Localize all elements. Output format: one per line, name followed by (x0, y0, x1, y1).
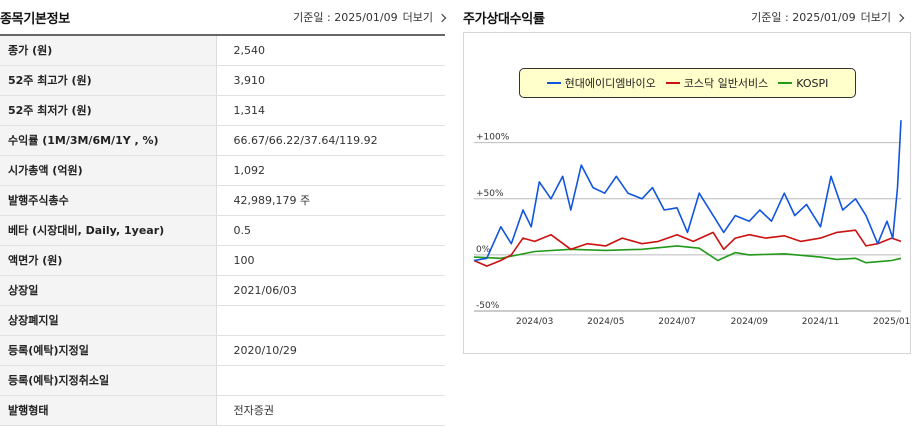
y-tick-label: 0% (476, 245, 491, 255)
info-row-value: 66.67/66.22/37.64/119.92 (216, 125, 445, 156)
legend-label: KOSPI (796, 76, 829, 90)
series-line-2 (473, 245, 902, 264)
info-row: 베타 (시장대비, Daily, 1year) 0.5 (0, 215, 445, 246)
info-row: 시가총액 (억원) 1,092 (0, 155, 445, 186)
info-row-label: 52주 최저가 (원) (0, 95, 217, 126)
x-tick-label: 2025/01 (873, 317, 910, 327)
basic-info-title: 종목기본정보 (0, 11, 70, 27)
info-row: 수익률 (1M/3M/6M/1Y , %) 66.67/66.22/37.64/1… (0, 125, 445, 156)
x-tick-label: 2024/11 (802, 317, 839, 327)
info-row-label: 수익률 (1M/3M/6M/1Y , %) (0, 125, 217, 156)
info-row: 종가 (원) 2,540 (0, 35, 445, 66)
info-row-value (216, 365, 445, 396)
info-row-value: 1,092 (216, 155, 445, 186)
basic-info-table: 종가 (원) 2,540 52주 최고가 (원) 3,910 52주 최저가 (원) 1,… (0, 34, 445, 426)
basic-info-header: 종목기본정보 기준일 : 2025/01/09 더보기 (0, 0, 447, 34)
info-row: 52주 최저가 (원) 1,314 (0, 95, 445, 126)
info-row: 52주 최고가 (원) 3,910 (0, 65, 445, 96)
chart-legend: 현대에이디엠바이오 코스닥 일반서비스 KOSPI (519, 68, 856, 98)
info-row: 상장일 2021/06/03 (0, 275, 445, 306)
info-row-label: 상장폐지일 (0, 305, 217, 336)
legend-entry: 현대에이디엠바이오 (546, 75, 656, 91)
legend-swatch (778, 82, 793, 84)
info-row-value (216, 305, 445, 336)
chart-canvas: +100% +50% 0% -50% 2024/03 2024/05 2024/07 2024… (473, 120, 910, 327)
info-row-value: 2020/10/29 (216, 335, 445, 366)
info-row: 등록(예탁)지정일 2020/10/29 (0, 335, 445, 366)
info-row-label: 액면가 (원) (0, 245, 217, 276)
info-row: 등록(예탁)지정취소일 (0, 365, 445, 396)
info-row-value: 42,989,179 주 (216, 185, 445, 216)
x-tick-label: 2024/03 (516, 317, 553, 327)
relative-return-header: 주가상대수익률 기준일 : 2025/01/09 더보기 (463, 0, 905, 34)
info-row-label: 52주 최고가 (원) (0, 65, 217, 96)
x-tick-label: 2024/07 (658, 317, 695, 327)
x-tick-label: 2024/05 (587, 317, 624, 327)
info-row: 발행형태 전자증권 (0, 395, 445, 426)
legend-label: 코스닥 일반서비스 (683, 77, 769, 90)
info-row: 상장폐지일 (0, 305, 445, 336)
legend-label: 현대에이디엠바이오 (564, 77, 656, 90)
relative-return-more-link[interactable]: 기준일 : 2025/01/09 더보기 (751, 9, 905, 25)
legend-swatch (665, 82, 680, 84)
relative-return-more-label: 더보기 (860, 11, 891, 24)
info-row-value: 전자증권 (216, 395, 445, 426)
info-row-label: 시가총액 (억원) (0, 155, 217, 186)
chevron-right-icon (895, 13, 905, 22)
info-row-value: 100 (216, 245, 445, 276)
legend-entry: 코스닥 일반서비스 (665, 75, 769, 91)
basic-info-more-link[interactable]: 기준일 : 2025/01/09 더보기 (293, 9, 447, 25)
info-row: 발행주식총수 42,989,179 주 (0, 185, 445, 216)
legend-entry: KOSPI (778, 77, 828, 90)
x-tick-label: 2024/09 (731, 317, 769, 327)
info-row-label: 베타 (시장대비, Daily, 1year) (0, 215, 217, 246)
basic-info-more-label: 더보기 (402, 11, 433, 24)
y-tick-label: +100% (476, 133, 510, 143)
chevron-right-icon (437, 13, 447, 22)
relative-return-title: 주가상대수익률 (463, 11, 545, 27)
legend-swatch (546, 82, 561, 84)
relative-return-base-date: 기준일 : 2025/01/09 (751, 11, 856, 24)
info-row-label: 종가 (원) (0, 35, 217, 66)
y-tick-label: +50% (476, 189, 504, 199)
info-row: 액면가 (원) 100 (0, 245, 445, 276)
info-row-value: 1,314 (216, 95, 445, 126)
series-line-0 (473, 120, 902, 262)
info-row-value: 0.5 (216, 215, 445, 246)
y-tick-label: -50% (476, 301, 500, 311)
info-row-label: 상장일 (0, 275, 217, 306)
relative-return-chart: +100% +50% 0% -50% 2024/03 2024/05 2024/07 2024… (463, 32, 911, 354)
info-row-label: 발행주식총수 (0, 185, 217, 216)
info-row-label: 발행형태 (0, 395, 217, 426)
series-line-1 (473, 229, 902, 267)
info-row-value: 2,540 (216, 35, 445, 66)
basic-info-base-date: 기준일 : 2025/01/09 (293, 11, 398, 24)
info-row-label: 등록(예탁)지정취소일 (0, 365, 217, 396)
info-row-value: 2021/06/03 (216, 275, 445, 306)
info-row-value: 3,910 (216, 65, 445, 96)
info-row-label: 등록(예탁)지정일 (0, 335, 217, 366)
